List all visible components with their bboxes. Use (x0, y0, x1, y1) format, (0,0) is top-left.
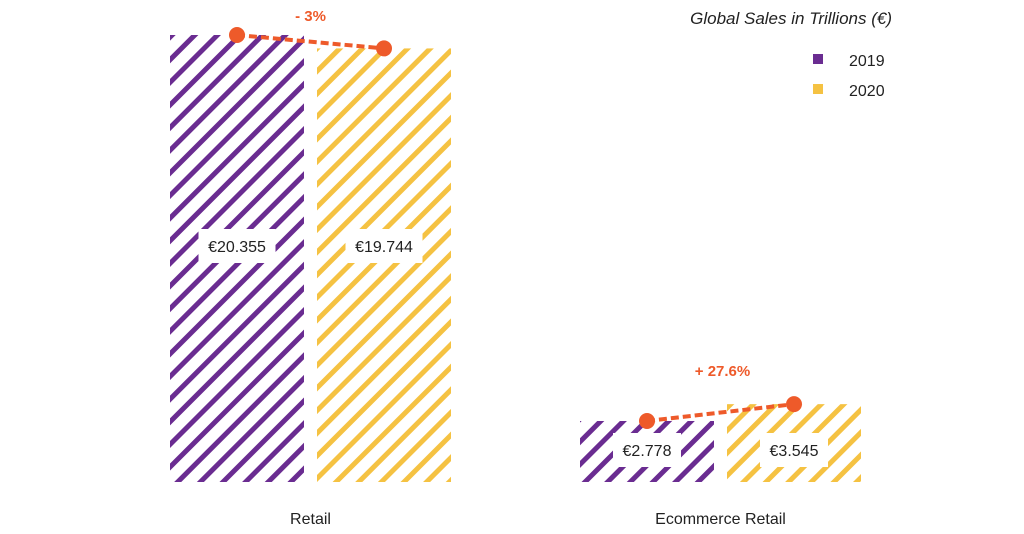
value-label-bg (760, 433, 828, 467)
value-label: €19.744 (355, 239, 413, 256)
value-label: €3.545 (770, 443, 819, 460)
value-label: €20.355 (208, 239, 266, 256)
change-line (236, 33, 385, 51)
change-marker (786, 396, 802, 413)
change-connectors-layer: - 3% + 27.6% (229, 8, 802, 429)
change-line (646, 402, 795, 423)
bars-layer (170, 35, 861, 482)
value-label-bg (613, 433, 681, 467)
legend-swatch-2020 (813, 84, 823, 94)
legend: Global Sales in Trillions (€) 2019 2020 (690, 9, 892, 100)
value-label-bg (198, 229, 276, 263)
x-tick-label: Ecommerce Retail (655, 511, 786, 528)
legend-label-2019: 2019 (849, 53, 885, 70)
x-tick-label: Retail (290, 511, 331, 528)
legend-swatch-2019 (813, 54, 823, 64)
change-label: + 27.6% (695, 363, 750, 380)
value-label-bg (345, 229, 423, 263)
legend-label-2020: 2020 (849, 83, 885, 100)
bar-retail-2020 (317, 48, 451, 482)
change-label: - 3% (295, 8, 326, 25)
change-marker (229, 27, 245, 43)
value-labels-layer: €20.355 €19.744 €2.778 €3.545 (198, 229, 828, 467)
x-tick-labels-layer: Retail Ecommerce Retail (290, 511, 786, 528)
change-marker (639, 412, 655, 429)
chart-title: Global Sales in Trillions (€) (690, 9, 892, 28)
change-marker (376, 40, 392, 57)
value-label: €2.778 (623, 443, 672, 460)
